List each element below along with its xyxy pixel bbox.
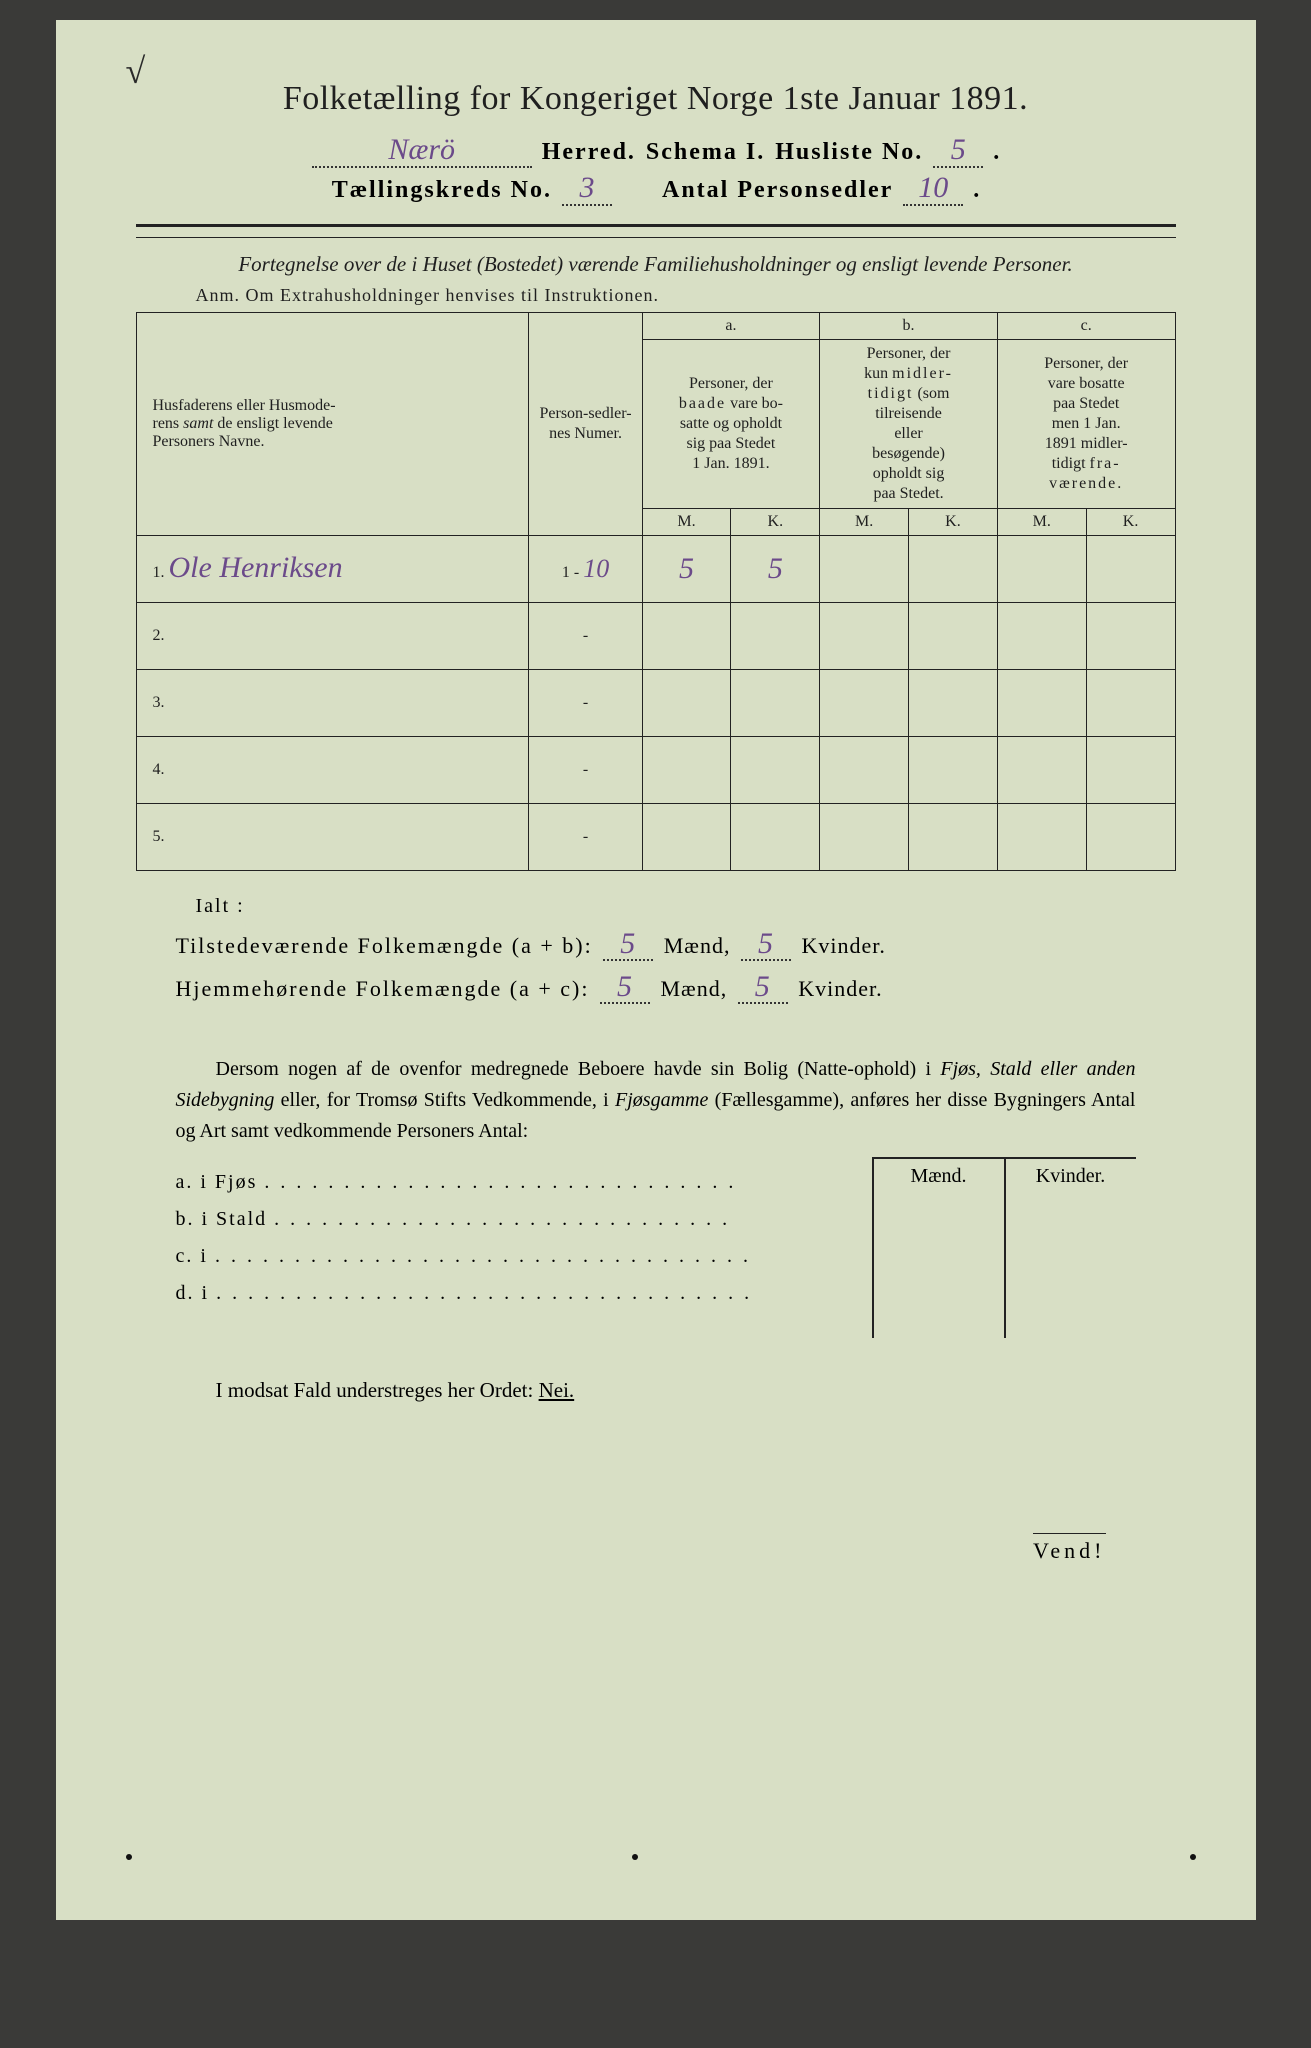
col-header-a-label: a. [642, 313, 820, 340]
husliste-value: 5 [951, 138, 966, 162]
sum-line-ab: Tilstedeværende Folkemængde (a + b): 5 M… [176, 932, 1176, 961]
col-header-name: Husfaderens eller Husmode-rens samt de e… [136, 313, 529, 536]
fortegnelse-text: Fortegnelse over de i Huset (Bostedet) v… [136, 252, 1176, 277]
nei-word: Nei. [539, 1378, 575, 1402]
table-body: 1. Ole Henriksen 1 - 10 5 5 2. - 3. - 4. [136, 536, 1175, 871]
row-num: 1. [153, 564, 165, 581]
col-a-k: K. [731, 509, 820, 536]
antal-value: 10 [918, 176, 948, 200]
col-c-m: M. [997, 509, 1086, 536]
husliste-label: Husliste No. [775, 139, 923, 166]
divider-top-1 [136, 224, 1176, 227]
sum-ac-k: 5 [755, 975, 771, 999]
row-pers: - [529, 670, 642, 737]
row-num: 3. [136, 670, 529, 737]
side-row-a: a. i Fjøs . . . . . . . . . . . . . . . … [176, 1171, 872, 1194]
row-a-m: 5 [642, 536, 731, 603]
col-header-b-desc: Personer, derkun midler-tidigt (somtilre… [820, 340, 998, 509]
row-pers: - [529, 737, 642, 804]
table-row: 3. - [136, 670, 1175, 737]
main-table: Husfaderens eller Husmode-rens samt de e… [136, 312, 1176, 871]
vend-label: Vend! [1033, 1533, 1106, 1564]
schema-label: Schema I. [646, 139, 765, 166]
side-row-c: c. i . . . . . . . . . . . . . . . . . .… [176, 1245, 872, 1268]
sum-line-ac: Hjemmehørende Folkemængde (a + c): 5 Mæn… [176, 975, 1176, 1004]
col-header-a-desc: Personer, derbaade vare bo-satte og opho… [642, 340, 820, 509]
row-pers: - [529, 804, 642, 871]
divider-top-2 [136, 237, 1176, 238]
sum-ac-label: Hjemmehørende Folkemængde (a + c): [176, 976, 590, 1001]
row-num: 5. [136, 804, 529, 871]
row-name: Ole Henriksen [169, 556, 343, 580]
instruction-paragraph: Dersom nogen af de ovenfor medregnede Be… [176, 1054, 1136, 1147]
row-a-k: 5 [731, 536, 820, 603]
hole-dot-right [1190, 1854, 1196, 1860]
side-col-kvinder: Kvinder. [1006, 1159, 1136, 1338]
col-header-personsedler: Person-sedler-nes Numer. [529, 313, 642, 536]
side-building-table: a. i Fjøs . . . . . . . . . . . . . . . … [176, 1157, 1136, 1338]
col-header-c-label: c. [997, 313, 1175, 340]
page-title: Folketælling for Kongeriget Norge 1ste J… [136, 80, 1176, 118]
side-col-maend: Mænd. [874, 1159, 1006, 1338]
sum-ab-m: 5 [620, 932, 636, 956]
row-c-k [1086, 536, 1175, 603]
anm-note: Anm. Om Extrahusholdninger henvises til … [196, 285, 1176, 306]
col-b-k: K. [909, 509, 998, 536]
row-pers: 1 - 10 [529, 536, 642, 603]
table-row: 1. Ole Henriksen 1 - 10 5 5 [136, 536, 1175, 603]
corner-checkmark: √ [126, 50, 146, 92]
ialt-label: Ialt : [196, 895, 1176, 918]
sum-ab-k: 5 [758, 932, 774, 956]
herred-label: Herred. [542, 139, 636, 166]
hole-dot-center [632, 1854, 638, 1860]
maend-label: Mænd, [660, 976, 727, 1001]
header-block: Nærö Herred. Schema I. Husliste No. 5. T… [136, 138, 1176, 206]
col-a-m: M. [642, 509, 731, 536]
modsat-line: I modsat Fald understreges her Ordet: Ne… [216, 1378, 1176, 1403]
row-num: 2. [136, 603, 529, 670]
sum-ab-label: Tilstedeværende Folkemængde (a + b): [176, 933, 593, 958]
antal-label: Antal Personsedler [662, 177, 893, 204]
table-row: 4. - [136, 737, 1175, 804]
side-row-b: b. i Stald . . . . . . . . . . . . . . .… [176, 1208, 872, 1231]
maend-label: Mænd, [664, 933, 731, 958]
herred-value: Nærö [388, 138, 455, 162]
row-num: 4. [136, 737, 529, 804]
row-b-m [820, 536, 909, 603]
kreds-label: Tællingskreds No. [332, 177, 552, 204]
row-b-k [909, 536, 998, 603]
side-row-d: d. i . . . . . . . . . . . . . . . . . .… [176, 1282, 872, 1305]
table-row: 5. - [136, 804, 1175, 871]
col-header-b-label: b. [820, 313, 998, 340]
sum-ac-m: 5 [617, 975, 633, 999]
kvinder-label: Kvinder. [801, 933, 885, 958]
kvinder-label: Kvinder. [798, 976, 882, 1001]
col-c-k: K. [1086, 509, 1175, 536]
census-form-page: √ Folketælling for Kongeriget Norge 1ste… [56, 20, 1256, 1920]
col-header-c-desc: Personer, dervare bosattepaa Stedetmen 1… [997, 340, 1175, 509]
table-row: 2. - [136, 603, 1175, 670]
hole-dot-left [126, 1854, 132, 1860]
row-c-m [997, 536, 1086, 603]
row-pers: - [529, 603, 642, 670]
kreds-value: 3 [579, 176, 594, 200]
col-b-m: M. [820, 509, 909, 536]
